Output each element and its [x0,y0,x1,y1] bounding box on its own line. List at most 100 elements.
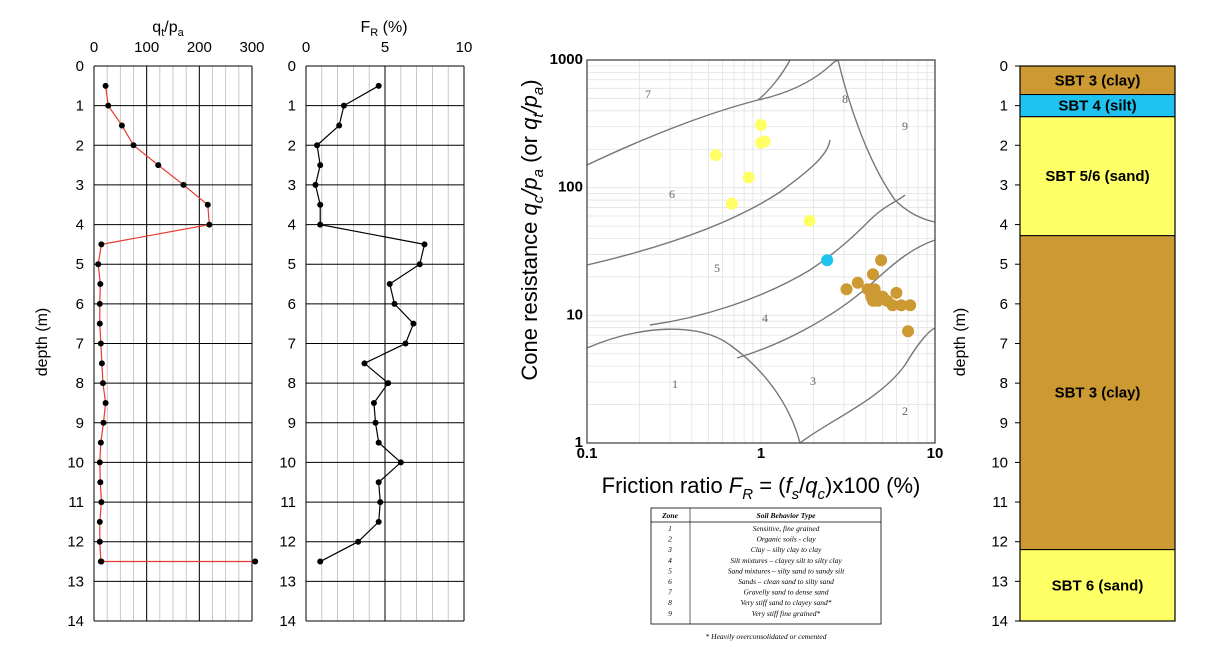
sbt-point-sand [755,118,767,131]
zone-table-type: Gravelly sand to dense sand [744,588,829,597]
soil-layer-label: SBT 3 (clay) [1055,385,1141,402]
sbt-zone-labels: 1 2 3 4 5 6 7 8 9 [645,87,908,418]
x-tick-label: 100 [134,39,159,56]
zone-label: 2 [902,404,908,418]
qt-pa-depth-label: depth (m) [34,308,51,376]
zone-label: 8 [842,92,848,106]
y-tick-label: 14 [279,613,296,630]
data-point [204,201,211,208]
y-tick-label: 9 [288,415,296,432]
data-point [97,281,104,288]
qt-pa-grid [93,65,253,622]
sbt-y-label: Cone resistance qc/pa (or qt/pa) [517,79,547,380]
y-tick-label: 11 [992,494,1008,511]
data-point [317,558,324,565]
x-tick-label: 0 [90,39,98,56]
y-tick-label: 2 [288,137,296,154]
zone-table-type: Very stiff sand to clayey sand* [740,598,831,607]
fr-title: FR (%) [360,19,407,39]
sbt-point-clay [904,299,917,312]
y-tick-label: 1 [76,98,84,115]
sbt-y-ticks: 1 10 100 1000 [550,51,583,451]
soil-layer [1019,549,1176,622]
y-tick-label: 10 [67,454,84,471]
soil-depth-label: depth (m) [952,308,969,376]
data-point [98,360,105,367]
x-tick-label: 300 [239,39,264,56]
y-tick-label: 6 [76,296,84,313]
boundary-8-9 [837,59,936,223]
zone-table-zone: 2 [668,535,672,544]
data-point [96,320,103,327]
data-point [252,558,259,565]
soil-layer-label: SBT 4 (silt) [1058,98,1136,115]
data-point [96,300,103,307]
x-tick-label: 10 [927,445,944,462]
y-tick-label: 100 [558,179,583,196]
series-line [97,85,256,563]
data-point [98,499,105,506]
data-point [375,518,382,525]
data-point [130,142,137,149]
y-tick-label: 10 [566,306,583,323]
sbt-grid [586,60,935,444]
y-tick-label: 0 [1000,58,1008,75]
y-tick-label: 0 [288,58,296,75]
data-point [361,360,368,367]
x-tick-label: 0.1 [577,445,598,462]
data-point [206,221,213,228]
zone-label: 1 [672,377,678,391]
zone-table-type: Clay – silty clay to clay [751,545,822,554]
data-point [377,499,384,506]
x-tick-label: 5 [381,39,389,56]
x-tick-label: 200 [187,39,212,56]
data-point [100,419,107,426]
zone-label: 3 [810,374,816,388]
sbt-x-ticks: 0.1 1 10 [577,445,944,462]
data-point [98,241,105,248]
y-tick-label: 5 [288,256,296,273]
qt-pa-x-ticks: 0 100 200 300 [90,39,265,56]
y-tick-label: 1 [1000,98,1008,115]
data-point [375,479,382,486]
fr-grid [305,65,465,622]
data-point [180,181,187,188]
zone-table-type: Silt mixtures – clayey silt to silty cla… [730,556,842,565]
zone-table-type: Sand mixtures – silty sand to sandy silt [728,566,846,575]
y-tick-label: 14 [991,613,1008,630]
zone-table-type: Sands – clean sand to silty sand [738,577,834,586]
y-tick-label: 10 [279,454,296,471]
boundary-7-6 [586,59,839,166]
zone-table-zone: 1 [668,524,672,533]
data-point [375,82,382,89]
x-tick-label: 0 [302,39,310,56]
sbt-point-clay [851,276,864,289]
y-tick-label: 2 [76,137,84,154]
y-tick-label: 1000 [550,51,583,68]
data-point [391,300,398,307]
y-tick-label: 4 [288,217,296,234]
sbt-point-clay [866,268,879,281]
sbt-point-clay [840,283,853,296]
data-point [317,162,324,169]
boundary-4-3 [736,239,936,359]
y-tick-label: 6 [1000,296,1008,313]
zone-table: Zone Soil Behavior Type 1 Sensitive, fine… [650,507,882,641]
data-point [105,102,112,109]
zone-label: 7 [645,87,651,101]
data-point [372,419,379,426]
sbt-point-sand [755,136,767,149]
y-tick-label: 5 [76,256,84,273]
y-tick-label: 13 [67,573,84,590]
y-tick-label: 0 [76,58,84,75]
zone-table-type: Very stiff fine grained* [752,609,821,618]
sbt-points [709,118,917,338]
data-point [97,439,104,446]
soil-layer [1019,65,1176,96]
sbt-point-sand [709,149,722,162]
y-tick-label: 13 [279,573,296,590]
y-tick-label: 12 [67,534,84,551]
data-point [375,439,382,446]
